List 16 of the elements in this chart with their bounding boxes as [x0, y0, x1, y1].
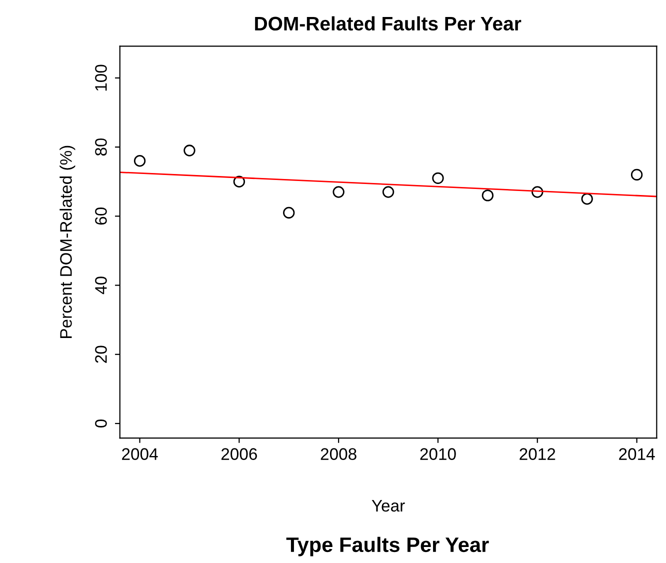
y-tick-label: 60 [95, 208, 107, 225]
x-tick-label: 2010 [420, 448, 456, 460]
y-axis-title: Percent DOM-Related (%) [60, 146, 76, 338]
x-tick-label: 2014 [619, 448, 655, 460]
x-tick-label: 2012 [520, 448, 556, 460]
text: Type Faults Per Year [286, 536, 489, 556]
y-tick-label: 20 [95, 346, 107, 363]
y-tick-label: 100 [95, 64, 107, 91]
y-tick-label: 40 [95, 276, 107, 294]
x-tick-label: 2004 [122, 448, 158, 460]
y-tick-label: 80 [95, 138, 107, 156]
x-tick-label: 2006 [221, 448, 257, 460]
x-tick-label: 2008 [320, 448, 356, 460]
y-tick-label: 0 [95, 420, 107, 428]
x-axis-title: Year [372, 500, 405, 512]
chart-title: DOM-Related Faults Per Year [255, 16, 522, 31]
